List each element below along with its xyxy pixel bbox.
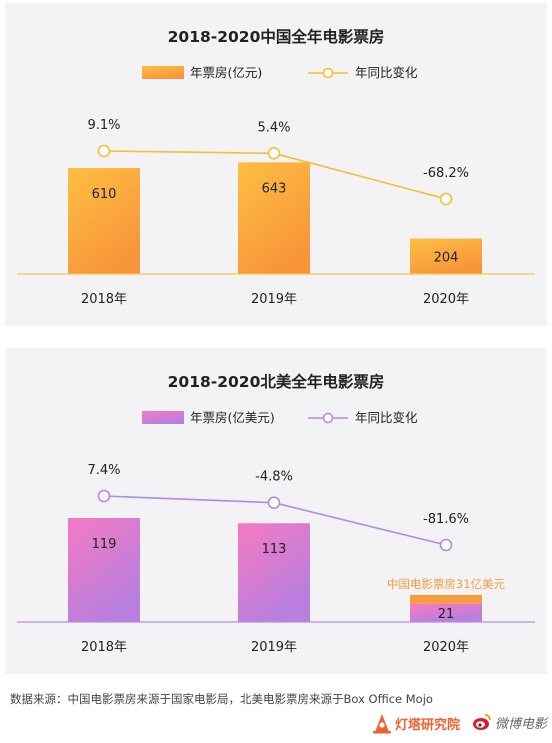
bar-value-label: 643 (262, 181, 287, 196)
lamp-icon (373, 714, 391, 734)
x-tick-label: 2020年 (423, 640, 469, 655)
bar-2020年 (410, 238, 482, 274)
legend-line-marker (322, 412, 334, 424)
weibo-logo-text: 微博电影 (495, 716, 548, 732)
x-tick-label: 2018年 (81, 640, 127, 655)
yoy-change-label: -68.2% (423, 166, 469, 181)
china-box-office-panel: 2018-2020中国全年电影票房年票房(亿元) 年同比变化 610 643 204 20… (5, 3, 547, 326)
yoy-change-label: -4.8% (255, 470, 293, 485)
bar-value-label: 21 (438, 607, 455, 622)
bar-2020年 (410, 603, 482, 622)
bar-2019年 (238, 523, 310, 622)
x-tick-label: 2020年 (423, 292, 469, 307)
source-note: 数据来源：中国电影票房来源于国家电影局，北美电影票房来源于Box Office … (10, 692, 433, 706)
dengta-logo: 灯塔研究院 (372, 712, 460, 734)
bar-2019年 (238, 162, 310, 274)
yoy-change-point (267, 496, 281, 510)
yoy-change-point (97, 144, 111, 158)
yoy-change-point (439, 192, 453, 206)
yoy-change-label: 7.4% (87, 463, 120, 478)
legend-line-label: 年同比变化 (355, 410, 418, 425)
bar-2018年 (68, 168, 140, 274)
yoy-change-point (267, 146, 281, 160)
legend-line-label: 年同比变化 (355, 65, 418, 80)
chart-title: 2018-2020北美全年电影票房 (168, 372, 385, 391)
legend-bar-swatch (142, 411, 184, 424)
legend-line-marker (322, 67, 334, 79)
weibo-icon (473, 714, 491, 730)
dengta-logo-text: 灯塔研究院 (395, 717, 461, 733)
weibo-movie-logo: 微博电影 (472, 712, 547, 732)
annotation-label: 中国电影票房31亿美元 (387, 577, 506, 591)
bar-2018年 (68, 517, 140, 622)
bar-value-label: 119 (92, 537, 117, 552)
chart-title: 2018-2020中国全年电影票房 (168, 27, 385, 46)
north-america-box-office-panel: 2018-2020北美全年电影票房年票房(亿美元) 年同比变化 119 113 21 中国… (5, 348, 547, 674)
annotation-bar-segment (410, 594, 482, 604)
bar-value-label: 610 (92, 187, 117, 202)
yoy-change-point (439, 538, 453, 552)
legend-bar-label: 年票房(亿美元) (190, 410, 275, 425)
x-tick-label: 2019年 (251, 640, 297, 655)
yoy-change-label: -81.6% (423, 512, 469, 527)
yoy-change-point (97, 489, 111, 503)
legend-bar-label: 年票房(亿元) (190, 65, 262, 80)
yoy-change-label: 5.4% (257, 120, 290, 135)
x-tick-label: 2019年 (251, 292, 297, 307)
x-tick-label: 2018年 (81, 292, 127, 307)
bar-value-label: 204 (434, 250, 459, 265)
bar-value-label: 113 (262, 542, 287, 557)
yoy-change-label: 9.1% (87, 118, 120, 133)
logo-bar: 灯塔研究院 微博电影 (372, 712, 550, 740)
legend-bar-swatch (142, 66, 184, 79)
